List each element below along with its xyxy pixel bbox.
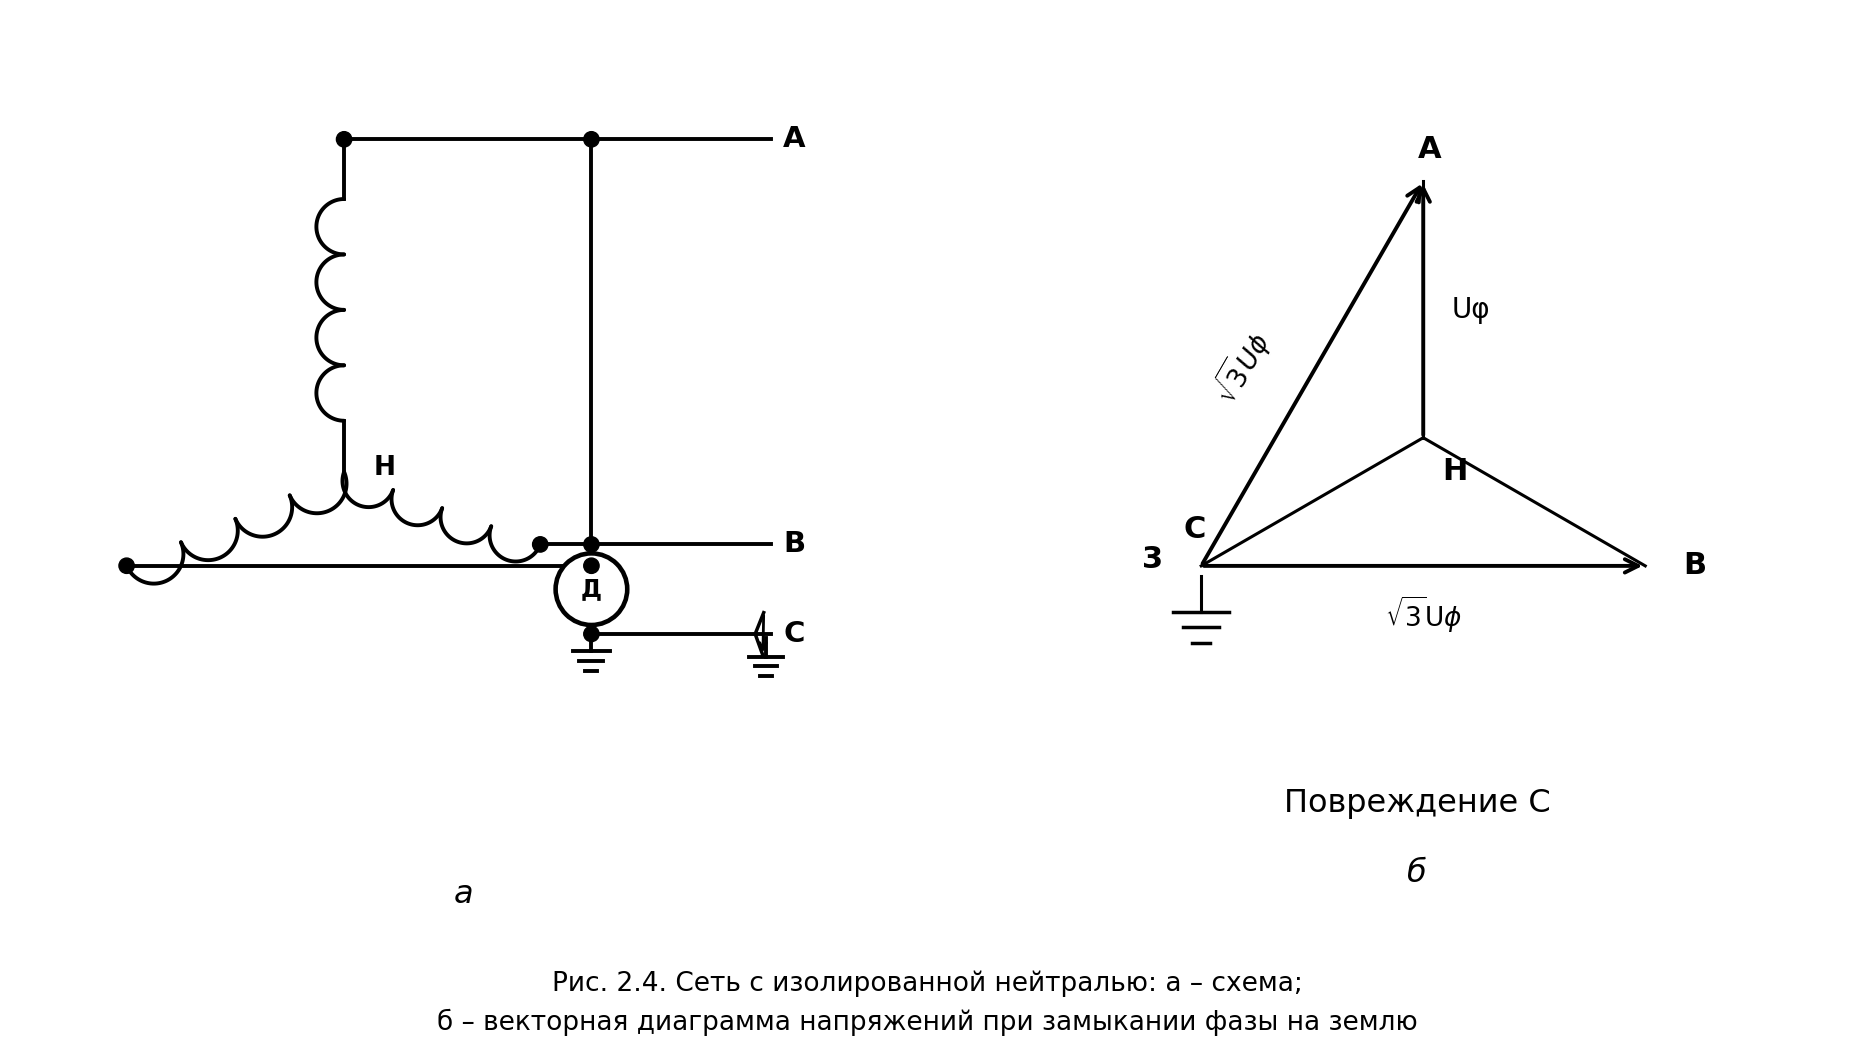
Circle shape — [336, 132, 352, 147]
Text: 3: 3 — [1142, 545, 1162, 574]
Text: б: б — [1407, 858, 1428, 889]
Text: H: H — [375, 455, 397, 480]
Circle shape — [584, 558, 599, 573]
Text: B: B — [782, 530, 805, 558]
Circle shape — [556, 554, 627, 625]
Text: H: H — [1442, 457, 1468, 486]
Text: A: A — [1418, 135, 1441, 165]
Text: B: B — [1683, 552, 1708, 580]
Text: б – векторная диаграмма напряжений при замыкании фазы на землю: б – векторная диаграмма напряжений при з… — [438, 1009, 1416, 1036]
Text: $\sqrt{3}$U$\phi$: $\sqrt{3}$U$\phi$ — [1205, 323, 1279, 410]
Text: A: A — [782, 125, 806, 153]
Text: Uφ: Uφ — [1452, 296, 1491, 323]
Text: C: C — [1183, 514, 1205, 543]
Text: а: а — [454, 879, 473, 910]
Circle shape — [584, 537, 599, 552]
Text: $\sqrt{3}$U$\phi$: $\sqrt{3}$U$\phi$ — [1385, 594, 1463, 635]
Text: C: C — [782, 620, 805, 648]
Circle shape — [119, 558, 133, 573]
Text: Рис. 2.4. Сеть с изолированной нейтралью: а – схема;: Рис. 2.4. Сеть с изолированной нейтралью… — [551, 971, 1303, 996]
Circle shape — [532, 537, 549, 552]
Circle shape — [584, 626, 599, 642]
Text: Д: Д — [580, 577, 603, 602]
Text: Повреждение C: Повреждение C — [1283, 788, 1550, 819]
Circle shape — [584, 132, 599, 147]
